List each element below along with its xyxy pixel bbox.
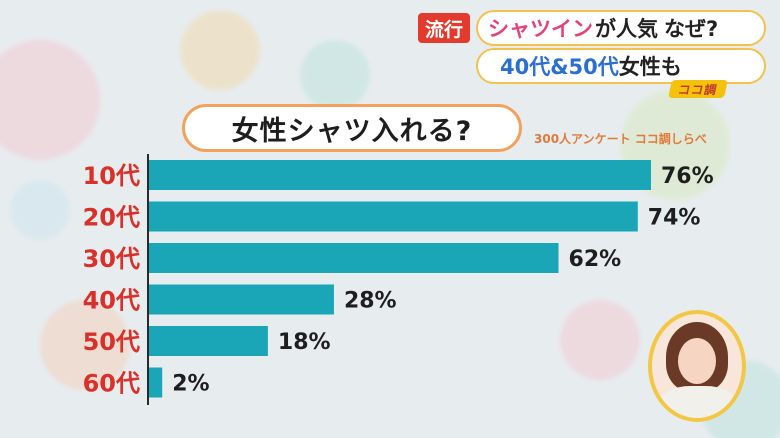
value-label: 74% — [648, 206, 701, 231]
category-label: 30代 — [83, 245, 140, 273]
bar — [149, 243, 559, 273]
caption-question: なぜ? — [664, 17, 719, 41]
bar — [149, 284, 334, 315]
bar — [149, 201, 638, 232]
caption-line-2: 40代&50代 女性も — [476, 48, 766, 84]
category-label: 60代 — [83, 370, 140, 398]
category-label: 50代 — [83, 328, 140, 356]
value-label: 28% — [344, 289, 397, 314]
category-label: 40代 — [83, 287, 140, 315]
category-label: 10代 — [83, 162, 140, 190]
caption-text: が人気 — [595, 17, 658, 41]
news-caption: 流行 シャツイン が人気 なぜ? 40代&50代 女性も ココ調 — [418, 8, 773, 98]
value-label: 76% — [661, 164, 714, 189]
value-label: 62% — [569, 247, 622, 272]
topic-tag: 流行 — [418, 13, 470, 43]
caption-line-1: シャツイン が人気 なぜ? — [476, 10, 766, 46]
caption-age-groups: 40代&50代 — [500, 55, 619, 79]
caption-subject: 女性も — [618, 55, 682, 79]
value-label: 2% — [172, 372, 209, 397]
survey-source: 300人アンケート ココ調しらべ — [534, 132, 707, 146]
chart-title: 女性シャツ入れる? — [182, 104, 522, 152]
category-label: 20代 — [83, 204, 140, 232]
caption-keyword: シャツイン — [488, 17, 593, 41]
presenter-avatar — [648, 310, 746, 422]
value-label: 18% — [278, 330, 331, 355]
bar — [149, 367, 163, 398]
bar — [149, 160, 651, 190]
bar — [149, 326, 268, 356]
